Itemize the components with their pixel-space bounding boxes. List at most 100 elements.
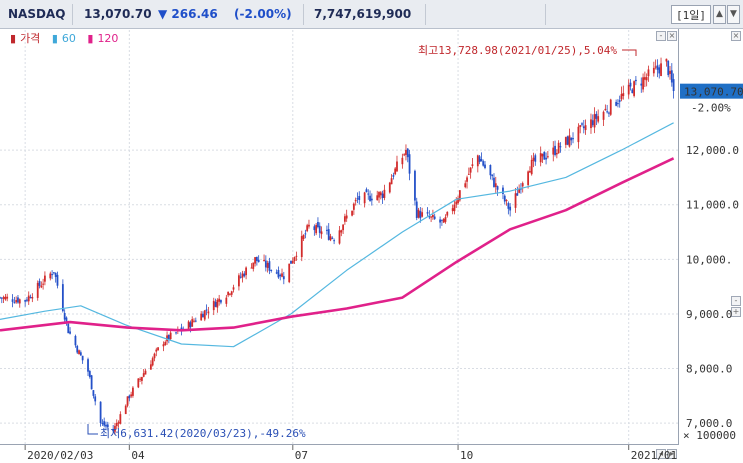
candle-body [541,153,544,157]
candle-body [489,165,492,176]
candle-body [11,299,14,302]
candle-body [31,296,34,299]
candle-body [627,84,630,95]
candle-body [446,211,449,216]
candle-body [290,260,292,264]
candle-body [26,299,28,301]
candle-body [658,67,661,74]
candle-body [622,93,625,97]
candle-body [327,229,330,240]
axis-expand-icon[interactable]: + [731,307,741,317]
candle-body [326,229,328,231]
candle-body [496,186,499,190]
candle-body [340,230,343,233]
legend-item-ma120[interactable]: ▮ 120 [87,32,119,45]
candle-body [633,81,635,96]
candle-body [557,142,560,154]
chart-close-icon[interactable]: × [667,31,677,41]
candle-body [593,114,596,128]
symbol-label[interactable]: NASDAQ [8,7,66,21]
candle-body [419,211,422,219]
candle-body [564,137,567,145]
axis-minimize-icon[interactable]: - [731,296,741,306]
period-down-icon[interactable]: ▼ [727,5,740,24]
candle-body [103,421,106,426]
candle-body [579,125,582,128]
candle-body [207,311,210,314]
candle-body [141,377,143,381]
candle-body [602,111,605,120]
scroll-left-icon[interactable]: ◂ [656,449,666,459]
candle-body [516,193,519,196]
candle-body [257,259,260,263]
candle-body [44,275,46,282]
candle-body [572,138,574,140]
last-price-label: 13,070.70 [684,86,743,99]
candle-body [255,256,258,261]
candle-body [117,422,120,424]
candle-body [555,152,558,155]
candle-body [105,424,107,427]
candle-body [654,66,657,68]
candle-body [401,157,404,165]
candle-body [241,273,244,278]
y-tick-label: 10,000. [686,253,732,266]
period-up-icon[interactable]: ▲ [713,5,726,24]
candle-body [356,198,359,200]
candle-body [281,273,283,277]
candle-body [329,236,332,241]
candle-body [645,77,648,81]
candle-body [114,425,116,432]
legend-item-ma60[interactable]: ▮ 60 [51,32,76,45]
candle-body [90,375,93,390]
candle-body [306,225,309,232]
candle-body [49,273,52,279]
candle-body [442,218,445,223]
candle-body [530,159,533,175]
candle-body [270,269,273,271]
candle-body [216,299,219,308]
candle-body [40,285,43,288]
candle-body [428,215,431,218]
candle-body [559,146,562,148]
axis-close-icon[interactable]: × [731,31,741,41]
y-tick-label: 7,000.0 [686,417,732,430]
x-tick-label: 10 [460,449,473,462]
candle-body [124,405,127,415]
quote-header: NASDAQ 13,070.70 ▼ 266.46 (-2.00%) 7,747… [0,0,743,29]
candle-body [665,58,668,62]
candle-body [51,274,53,276]
ma-120-line [0,157,675,332]
candle-body [132,387,134,396]
y-tick-label: 11,000.0 [686,199,739,212]
high-marker [622,49,637,56]
change-value: ▼ 266.46 [158,7,218,21]
candle-body [56,274,59,286]
chart-minimize-icon[interactable]: - [656,31,666,41]
candle-body [672,79,675,92]
candle-body [381,193,384,199]
candle-body [597,116,600,122]
candle-body [432,215,434,218]
candle-body [394,168,397,175]
candle-body [439,219,441,223]
candle-body [383,189,386,198]
candle-body [570,137,573,141]
candle-body [239,276,242,278]
candle-body [63,312,66,320]
candle-body [277,270,280,278]
scroll-right-icon[interactable]: ▸ [667,449,677,459]
candle-body [421,212,424,217]
candle-body [608,112,610,114]
candle-body [288,263,291,283]
period-selector[interactable]: [1일] [671,5,711,24]
candle-body [15,300,18,303]
chart-frame [0,29,679,445]
candle-body [38,281,41,286]
ma-60-line [0,122,674,348]
candle-body [112,428,115,432]
candle-body [379,192,382,196]
candle-body [390,178,393,185]
candle-body [595,113,598,119]
